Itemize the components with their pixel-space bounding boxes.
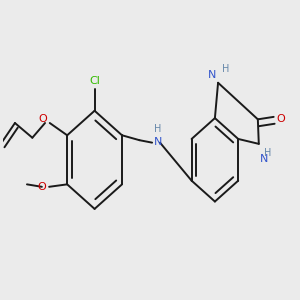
Text: H: H bbox=[264, 148, 271, 158]
Text: N: N bbox=[260, 154, 268, 164]
Text: O: O bbox=[277, 114, 286, 124]
Text: O: O bbox=[37, 182, 46, 192]
Text: H: H bbox=[222, 64, 229, 74]
Text: N: N bbox=[154, 137, 162, 147]
Text: Cl: Cl bbox=[89, 76, 100, 86]
Text: N: N bbox=[208, 70, 217, 80]
Text: H: H bbox=[154, 124, 161, 134]
Text: O: O bbox=[38, 114, 47, 124]
